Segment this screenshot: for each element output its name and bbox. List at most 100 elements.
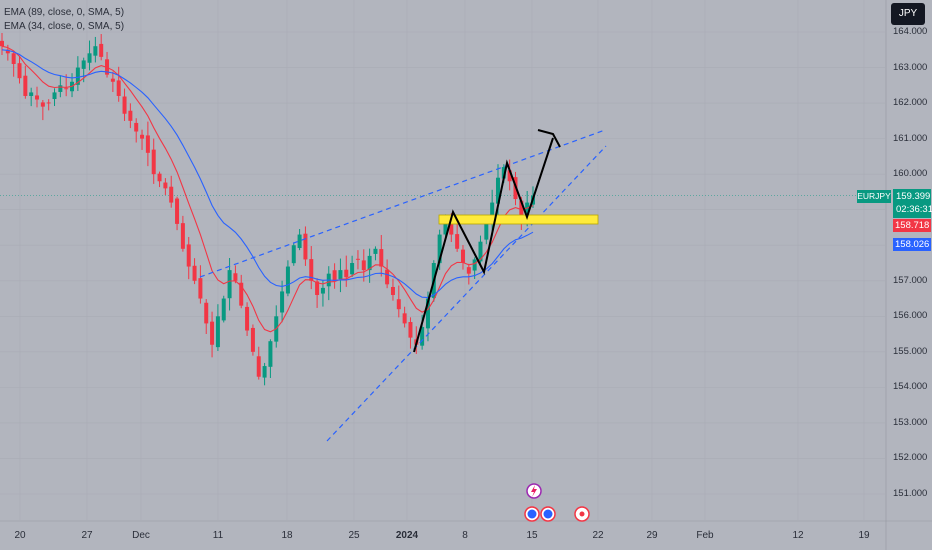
candle-body — [99, 43, 104, 57]
candle-body — [466, 267, 471, 274]
support-zone — [438, 214, 599, 225]
candle-body — [175, 198, 180, 224]
candle-body — [460, 249, 465, 263]
candle-body — [52, 92, 57, 100]
candle-body — [250, 327, 255, 352]
candle-body — [23, 75, 28, 96]
candle-body — [0, 40, 4, 47]
time-tick: 19 — [858, 530, 870, 541]
candle-body — [297, 234, 302, 249]
candle-body — [58, 85, 63, 92]
candle-body — [268, 341, 273, 367]
candle-body — [455, 234, 460, 249]
candle-body — [64, 88, 69, 90]
price-tick: 160.000 — [893, 168, 928, 180]
candle-body — [484, 223, 489, 240]
candle-body — [186, 244, 191, 267]
ema-34-price-label: 158.718 — [893, 219, 931, 232]
upper-trendline — [199, 129, 606, 278]
candle-body — [134, 122, 139, 132]
countdown: 02:36:31 — [896, 204, 932, 215]
candle-body — [116, 80, 121, 96]
time-tick: 27 — [81, 530, 93, 541]
price-tick: 163.000 — [893, 61, 928, 73]
candle-body — [478, 241, 483, 262]
candle-body — [140, 134, 145, 139]
flag-jp-icon — [579, 511, 585, 517]
candle-body — [320, 287, 325, 294]
drawings — [199, 129, 607, 442]
candle-body — [169, 186, 174, 203]
time-tick: 18 — [281, 530, 293, 541]
price-tick: 162.000 — [893, 97, 928, 109]
candle-body — [355, 258, 360, 260]
time-tick: 22 — [592, 530, 604, 541]
candle-body — [46, 102, 51, 104]
candle-body — [420, 326, 425, 346]
candle-body — [285, 266, 290, 294]
flag-eu-icon — [527, 509, 537, 519]
candle-body — [227, 270, 232, 299]
currency-button[interactable]: JPY — [891, 3, 925, 25]
candle-body — [122, 96, 127, 114]
candle-body — [151, 149, 156, 175]
candle-body — [437, 234, 442, 264]
candle-body — [367, 255, 372, 271]
time-tick: 29 — [646, 530, 658, 541]
price-tick: 152.000 — [893, 452, 928, 464]
candle-body — [75, 67, 80, 85]
candle-body — [204, 302, 209, 324]
price-tick: 161.000 — [893, 132, 928, 144]
candle-body — [350, 263, 355, 275]
candle-body — [519, 200, 524, 217]
ema-lines — [1, 45, 534, 333]
candle-body — [361, 260, 366, 271]
candle-body — [338, 270, 343, 279]
price-tick: 164.000 — [893, 26, 928, 37]
candle-body — [425, 298, 430, 329]
candle-body — [93, 46, 98, 56]
ema-89-label[interactable]: EMA (89, close, 0, SMA, 5) — [4, 7, 125, 18]
candle-body — [344, 269, 349, 278]
candle-body — [180, 223, 185, 249]
candle-body — [210, 321, 215, 345]
candle-body — [490, 202, 495, 223]
candle-body — [396, 299, 401, 310]
candle-body — [128, 110, 133, 121]
ema-89-price-label: 158.026 — [893, 238, 931, 251]
ema-34-line — [1, 45, 534, 333]
candle-body — [495, 177, 500, 204]
candle-body — [501, 167, 506, 179]
candle-body — [402, 313, 407, 324]
ema-34-label[interactable]: EMA (34, close, 0, SMA, 5) — [4, 21, 125, 32]
candle-body — [157, 173, 162, 182]
candle-body — [507, 170, 512, 182]
candle-body — [303, 233, 308, 260]
candle-body — [525, 202, 530, 216]
projection-arrowhead — [537, 129, 561, 148]
candle-body — [198, 278, 203, 299]
candle-body — [145, 135, 150, 153]
candle-body — [385, 269, 390, 285]
candle-body — [449, 224, 454, 235]
candle-body — [262, 366, 267, 378]
candle-body — [256, 356, 261, 377]
candle-body — [87, 53, 92, 63]
price-tick: 151.000 — [893, 488, 928, 499]
candle-body — [309, 259, 314, 281]
candle-body — [233, 273, 238, 281]
candle-body — [29, 92, 34, 96]
candle-body — [315, 281, 320, 295]
candle-body — [472, 259, 477, 271]
candle-body — [40, 102, 45, 107]
symbol-tag: EURJPY — [857, 190, 891, 203]
last-price-box: 159.399 02:36:31 — [893, 189, 932, 218]
lower-trendline — [326, 145, 607, 442]
time-tick: Dec — [132, 530, 150, 541]
candle-body — [110, 78, 115, 82]
indicator-legend[interactable]: EMA (89, close, 0, SMA, 5) EMA (34, clos… — [4, 6, 124, 34]
projection-path — [413, 137, 554, 353]
